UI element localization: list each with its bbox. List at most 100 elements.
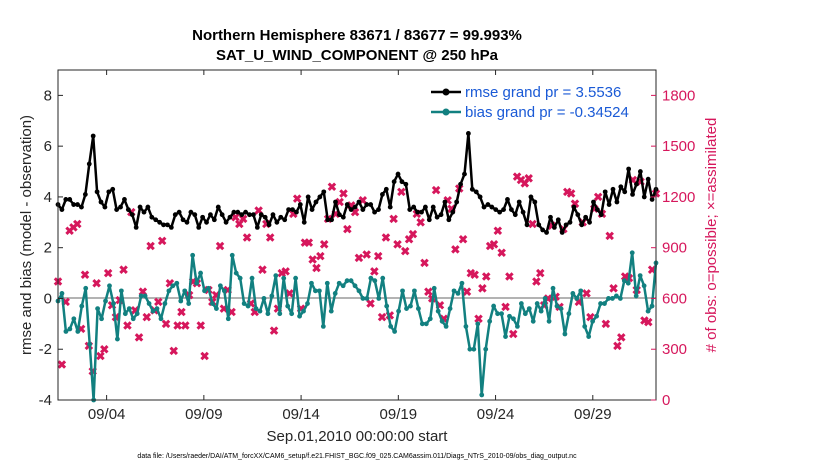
obs-marker [308, 255, 317, 264]
obs-marker [370, 267, 379, 276]
rmse-point [157, 219, 163, 225]
obs-marker-stroke [462, 287, 472, 296]
obs-marker [173, 321, 182, 330]
bias-point [518, 301, 524, 306]
rmse-point [125, 207, 131, 213]
rmse-point [630, 191, 635, 197]
rmse-point [270, 212, 276, 218]
obs-marker-stroke [312, 263, 321, 273]
obs-marker-stroke [319, 240, 329, 249]
rmse-point [348, 207, 354, 213]
bias-point [566, 311, 572, 317]
bias-point [285, 303, 291, 309]
obs-marker [532, 277, 541, 286]
bias-point [558, 306, 564, 312]
bias-point [245, 303, 251, 309]
y-right-tick-label: 0 [662, 392, 670, 409]
y-right-tick-label: 1200 [662, 189, 695, 206]
bias-point [380, 275, 386, 281]
rmse-series-group [55, 131, 659, 235]
rmse-point [67, 197, 73, 202]
bias-point [126, 306, 132, 312]
obs-marker [613, 341, 622, 351]
obs-marker [617, 333, 626, 342]
bias-point [459, 280, 465, 286]
obs-marker [470, 270, 479, 280]
rmse-point [364, 202, 370, 207]
obs-marker-stroke [335, 197, 344, 207]
obs-marker-stroke [609, 284, 618, 293]
rmse-point [407, 207, 413, 213]
bias-point [471, 346, 477, 352]
bias-point [146, 301, 152, 306]
bias-point [423, 321, 429, 327]
rmse-point [114, 207, 120, 213]
y-left-tick-label: 4 [44, 189, 52, 206]
rmse-point [200, 214, 206, 220]
obs-marker [493, 226, 503, 236]
bias-point [479, 392, 485, 398]
obs-marker [389, 214, 398, 224]
bias-point [590, 318, 596, 324]
rmse-point [532, 199, 538, 205]
rmse-point [168, 224, 174, 230]
rmse-point [419, 209, 424, 215]
obs-marker [377, 312, 387, 322]
bias-point [277, 311, 283, 317]
obs-marker-stroke [400, 246, 410, 256]
bias-point [376, 296, 382, 301]
bias-point [625, 280, 631, 286]
obs-marker-stroke [381, 233, 391, 242]
rmse-point [153, 217, 159, 223]
bias-point [582, 323, 588, 329]
rmse-point [395, 171, 401, 177]
bias-point [225, 316, 231, 322]
rmse-point [485, 202, 491, 207]
obs-marker [424, 287, 433, 296]
bias-point [332, 290, 338, 296]
obs-marker-stroke [123, 321, 132, 330]
bias-point [237, 275, 243, 281]
bias-point [594, 313, 599, 319]
bias-point [495, 311, 500, 317]
rmse-point [610, 186, 616, 192]
bias-point [408, 303, 413, 309]
obs-marker-stroke [254, 206, 263, 215]
obs-marker [316, 251, 325, 261]
bias-point [316, 288, 322, 294]
obs-marker-stroke [177, 307, 186, 317]
legend-box [424, 78, 648, 126]
rmse-point [520, 209, 526, 215]
rmse-point [133, 224, 139, 230]
rmse-point [587, 219, 592, 225]
obs-marker [528, 219, 537, 229]
obs-marker [366, 299, 375, 308]
obs-marker [373, 251, 383, 261]
rmse-point [176, 209, 182, 215]
bias-point [570, 290, 576, 296]
obs-marker-stroke [215, 241, 225, 251]
y-axis-left-label: rmse and bias (model - observation) [18, 115, 35, 355]
rmse-point [446, 217, 452, 223]
bias-point [649, 303, 655, 309]
obs-marker-stroke [408, 229, 418, 239]
legend-bias-label: bias grand pr = -0.34524 [465, 104, 629, 121]
rmse-point [192, 212, 198, 218]
bias-point [293, 275, 299, 281]
obs-marker [489, 240, 499, 249]
rmse-point [106, 189, 112, 195]
bias-point [356, 288, 362, 294]
bias-point [633, 293, 639, 299]
obs-marker [242, 233, 252, 242]
chart-title-line1: Northern Hemisphere 83671 / 83677 = 99.9… [192, 27, 522, 44]
rmse-point [383, 186, 389, 192]
bias-point [606, 296, 611, 301]
rmse-point [516, 199, 522, 205]
bias-point [202, 288, 207, 294]
y-right-tick-label: 1500 [662, 138, 695, 155]
rmse-point [458, 181, 463, 187]
obs-marker-stroke [281, 267, 290, 276]
obs-marker-stroke [292, 194, 302, 203]
obs-marker [73, 219, 82, 229]
rmse-point [141, 209, 147, 215]
